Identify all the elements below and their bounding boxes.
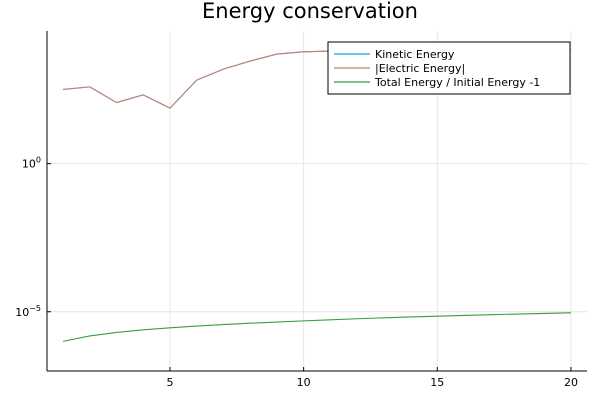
chart-title: Energy conservation <box>202 0 418 23</box>
x-tick-label-3: 20 <box>564 376 578 389</box>
x-tick-label-0: 5 <box>166 376 173 389</box>
x-tick-label-2: 15 <box>430 376 444 389</box>
y-tick-label-1: 10−5 <box>15 304 41 319</box>
x-tick-label-1: 10 <box>297 376 311 389</box>
legend-label-2: Total Energy / Initial Energy -1 <box>374 76 540 89</box>
series-line-2 <box>62 312 571 342</box>
legend-label-1: |Electric Energy| <box>375 62 465 75</box>
y-axis-ticks: 100 10−5 <box>15 156 51 319</box>
legend-label-0: Kinetic Energy <box>375 48 455 61</box>
axes <box>46 31 587 372</box>
y-tick-label-0: 100 <box>22 156 41 171</box>
x-axis-ticks: 5 10 15 20 <box>166 367 578 389</box>
legend: Kinetic Energy|Electric Energy|Total Ene… <box>327 41 571 95</box>
